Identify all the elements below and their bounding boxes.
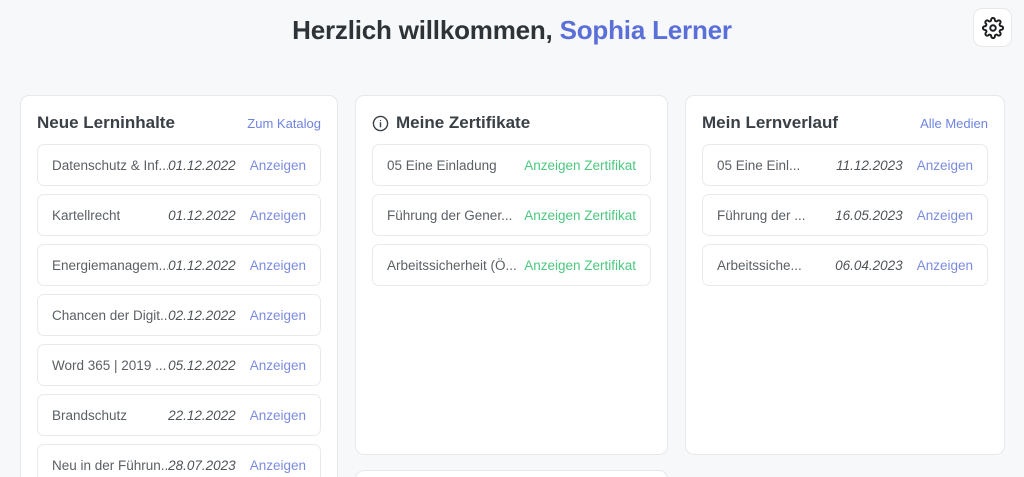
card-learning-history-title: Mein Lernverlauf: [702, 113, 839, 132]
list-item[interactable]: Chancen der Digit... 02.12.2022 Anzeigen: [37, 294, 321, 336]
card-learning-history-header: Mein Lernverlauf Alle Medien: [686, 96, 1004, 137]
list-item[interactable]: Führung der ... 16.05.2023 Anzeigen: [702, 194, 988, 236]
all-media-link[interactable]: Alle Medien: [920, 115, 988, 131]
item-title: Datenschutz & Inf...: [52, 157, 169, 173]
list-item[interactable]: Arbeitssiche... 06.04.2023 Anzeigen: [702, 244, 988, 286]
card-new-content-header: Neue Lerninhalte Zum Katalog: [21, 96, 337, 137]
welcome-user-name: Sophia Lerner: [559, 14, 732, 45]
item-view-certificate-link[interactable]: Anzeigen Zertifikat: [524, 257, 636, 273]
item-view-link[interactable]: Anzeigen: [249, 207, 306, 223]
list-item[interactable]: Arbeitssicherheit (Ö... Anzeigen Zertifi…: [372, 244, 651, 286]
card-new-content-title: Neue Lerninhalte: [37, 113, 175, 132]
learning-history-list: 05 Eine Einl... 11.12.2023 Anzeigen Führ…: [686, 137, 1004, 286]
item-date: 28.07.2023: [168, 457, 236, 473]
card-new-content: Neue Lerninhalte Zum Katalog Datenschutz…: [20, 95, 338, 477]
item-view-link[interactable]: Anzeigen: [916, 207, 973, 223]
list-item[interactable]: Kartellrecht 01.12.2022 Anzeigen: [37, 194, 321, 236]
card-learning-history: Mein Lernverlauf Alle Medien 05 Eine Ein…: [685, 95, 1005, 455]
catalog-link[interactable]: Zum Katalog: [247, 115, 321, 131]
item-title: Word 365 | 2019 ...: [52, 357, 167, 373]
settings-button[interactable]: [973, 8, 1012, 47]
list-item[interactable]: Neu in der Führun... 28.07.2023 Anzeigen: [37, 444, 321, 477]
item-date: 01.12.2022: [168, 157, 236, 173]
page-header: Herzlich willkommen, Sophia Lerner: [0, 0, 1024, 60]
item-view-link[interactable]: Anzeigen: [249, 157, 306, 173]
list-item[interactable]: Datenschutz & Inf... 01.12.2022 Anzeigen: [37, 144, 321, 186]
item-view-certificate-link[interactable]: Anzeigen Zertifikat: [524, 207, 636, 223]
item-title: Brandschutz: [52, 407, 128, 423]
welcome-greeting: Herzlich willkommen,: [292, 14, 560, 45]
item-title: Chancen der Digit...: [52, 307, 169, 323]
card-certificates-header: Meine Zertifikate: [356, 96, 667, 137]
item-title: 05 Eine Einl...: [717, 157, 801, 173]
item-view-link[interactable]: Anzeigen: [249, 357, 306, 373]
item-view-link[interactable]: Anzeigen: [249, 307, 306, 323]
item-date: 02.12.2022: [168, 307, 236, 323]
certificates-list: 05 Eine Einladung Anzeigen Zertifikat Fü…: [356, 137, 667, 286]
item-date: 11.12.2023: [836, 157, 903, 173]
card-certificates: Meine Zertifikate 05 Eine Einladung Anze…: [355, 95, 668, 455]
item-date: 06.04.2023: [835, 257, 903, 273]
item-view-link[interactable]: Anzeigen: [916, 157, 973, 173]
list-item[interactable]: Energiemanagem... 01.12.2022 Anzeigen: [37, 244, 321, 286]
card-below-fold: [355, 470, 668, 477]
list-item[interactable]: Word 365 | 2019 ... 05.12.2022 Anzeigen: [37, 344, 321, 386]
item-title: Arbeitssiche...: [717, 257, 802, 273]
item-title: Kartellrecht: [52, 207, 121, 223]
list-item[interactable]: Brandschutz 22.12.2022 Anzeigen: [37, 394, 321, 436]
item-view-link[interactable]: Anzeigen: [249, 457, 306, 473]
gear-icon: [981, 16, 1004, 39]
item-view-certificate-link[interactable]: Anzeigen Zertifikat: [524, 157, 636, 173]
item-date: 01.12.2022: [168, 207, 236, 223]
list-item[interactable]: 05 Eine Einladung Anzeigen Zertifikat: [372, 144, 651, 186]
item-date: 22.12.2022: [168, 407, 236, 423]
item-date: 05.12.2022: [168, 357, 236, 373]
item-view-link[interactable]: Anzeigen: [249, 407, 306, 423]
item-title: 05 Eine Einladung: [387, 157, 497, 173]
list-item[interactable]: Führung der Gener... Anzeigen Zertifikat: [372, 194, 651, 236]
item-date: 01.12.2022: [168, 257, 236, 273]
item-date: 16.05.2023: [835, 207, 903, 223]
item-title: Neu in der Führun...: [52, 457, 169, 473]
item-title: Führung der ...: [717, 207, 806, 223]
item-view-link[interactable]: Anzeigen: [916, 257, 973, 273]
info-circle-icon: [372, 115, 389, 132]
list-item[interactable]: 05 Eine Einl... 11.12.2023 Anzeigen: [702, 144, 988, 186]
card-certificates-title: Meine Zertifikate: [396, 113, 531, 132]
item-title: Führung der Gener...: [387, 207, 513, 223]
welcome-title: Herzlich willkommen, Sophia Lerner: [292, 15, 732, 46]
new-content-list: Datenschutz & Inf... 01.12.2022 Anzeigen…: [21, 137, 337, 477]
item-title: Energiemanagem...: [52, 257, 169, 273]
item-title: Arbeitssicherheit (Ö...: [387, 257, 517, 273]
item-view-link[interactable]: Anzeigen: [249, 257, 306, 273]
